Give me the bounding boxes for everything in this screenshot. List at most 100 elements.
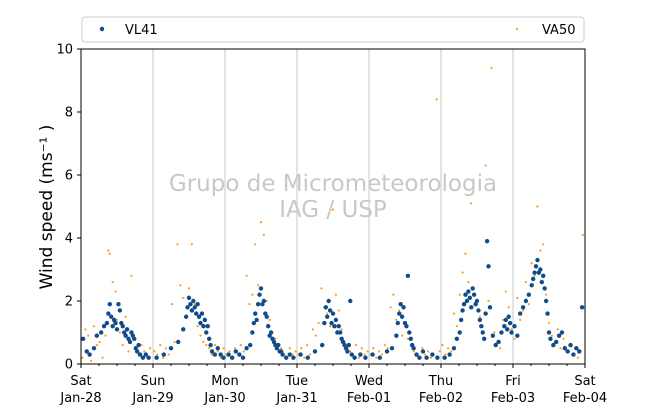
y-axis-ticks: 0 2 4 6 8 10 bbox=[56, 43, 81, 373]
vl41-point bbox=[526, 292, 532, 297]
va50-point bbox=[81, 356, 84, 359]
vl41-point bbox=[198, 320, 203, 326]
va50-point bbox=[208, 347, 211, 350]
vl41-point bbox=[168, 346, 174, 351]
vl41-point bbox=[523, 298, 529, 304]
vl41-point bbox=[420, 349, 426, 354]
watermark-line-1: Grupo de Micrometeorologia bbox=[169, 171, 497, 197]
va50-point bbox=[337, 309, 340, 312]
va50-point bbox=[182, 296, 185, 299]
va50-point bbox=[527, 303, 530, 306]
va50-point bbox=[547, 321, 551, 325]
va50-point bbox=[441, 344, 444, 347]
va50-point bbox=[377, 350, 381, 353]
vl41-point bbox=[394, 333, 399, 338]
y-tick-label: 2 bbox=[65, 295, 73, 310]
vl41-point bbox=[127, 339, 133, 345]
vl41-point bbox=[330, 311, 336, 316]
vl41-point bbox=[161, 352, 166, 357]
vl41-point bbox=[132, 336, 137, 341]
va50-point bbox=[559, 347, 562, 350]
vl41-point bbox=[352, 355, 357, 360]
vl41-point bbox=[370, 352, 375, 357]
va50-point bbox=[265, 299, 268, 303]
vl41-point bbox=[109, 314, 114, 319]
va50-point bbox=[156, 353, 159, 356]
vl41-point bbox=[254, 317, 259, 323]
va50-point bbox=[398, 309, 401, 312]
vl41-point bbox=[471, 292, 477, 297]
vl41-point bbox=[101, 324, 107, 329]
x-tick-label-day: Wed bbox=[355, 374, 383, 389]
vl41-point bbox=[509, 330, 514, 335]
vl41-point bbox=[176, 339, 181, 345]
x-tick-label-date: Jan-29 bbox=[131, 391, 173, 406]
y-tick-label: 4 bbox=[65, 232, 73, 247]
va50-point bbox=[140, 344, 143, 347]
va50-point bbox=[101, 356, 104, 359]
va50-point bbox=[127, 350, 130, 353]
vl41-point bbox=[195, 301, 200, 307]
va50-point bbox=[124, 315, 127, 318]
vl41-point bbox=[186, 295, 192, 301]
x-tick-label-day: Fri bbox=[505, 374, 521, 389]
vl41-point bbox=[574, 346, 579, 351]
x-axis-ticks: Sat Jan-28 Sun Jan-29 Mon Jan-30 Tue Jan-31 Wed F… bbox=[59, 364, 607, 406]
watermark-line-2: IAG / USP bbox=[279, 197, 387, 223]
va50-point bbox=[149, 347, 152, 350]
va50-point bbox=[176, 243, 179, 246]
va50-point bbox=[444, 353, 447, 356]
vl41-point bbox=[117, 308, 123, 313]
vl41-point bbox=[80, 336, 86, 341]
va50-point bbox=[331, 208, 335, 211]
va50-point bbox=[251, 293, 254, 296]
va50-point bbox=[115, 318, 119, 321]
vl41-point bbox=[192, 305, 197, 310]
vl41-point bbox=[98, 330, 104, 335]
va50-point bbox=[248, 303, 251, 306]
va50-point bbox=[449, 350, 453, 353]
vl41-point bbox=[110, 324, 115, 329]
y-tick-label: 8 bbox=[65, 106, 73, 121]
va50-point bbox=[202, 340, 205, 344]
va50-point bbox=[257, 284, 260, 287]
vl41-point bbox=[408, 336, 413, 341]
vl41-point bbox=[336, 324, 341, 329]
vl41-point bbox=[358, 352, 363, 357]
vl41-point bbox=[466, 289, 471, 294]
vl41-point bbox=[305, 355, 310, 360]
va50-point bbox=[467, 281, 470, 284]
x-tick-label-date: Jan-31 bbox=[275, 391, 317, 406]
vl41-point bbox=[417, 355, 422, 360]
vl41-point bbox=[333, 317, 339, 323]
vl41-point bbox=[199, 311, 205, 316]
vl41-point bbox=[530, 276, 536, 282]
va50-point bbox=[421, 347, 424, 350]
vl41-point bbox=[154, 355, 159, 360]
va50-point bbox=[205, 344, 208, 347]
vl41-point bbox=[338, 330, 343, 335]
va50-point bbox=[288, 347, 291, 350]
va50-point bbox=[354, 344, 358, 347]
va50-point bbox=[320, 287, 323, 290]
va50-point bbox=[545, 293, 548, 296]
va50-point bbox=[455, 325, 458, 328]
vl41-point bbox=[389, 346, 395, 351]
vl41-point bbox=[395, 320, 400, 326]
vl41-point bbox=[320, 342, 325, 348]
va50-point bbox=[507, 306, 510, 309]
vl41-point bbox=[250, 330, 255, 335]
x-tick-label-day: Tue bbox=[285, 374, 308, 389]
vl41-point bbox=[106, 311, 111, 316]
va50-point bbox=[363, 353, 366, 356]
va50-point bbox=[372, 347, 375, 350]
vl41-point bbox=[399, 314, 405, 319]
vl41-point bbox=[411, 346, 416, 351]
vl41-point bbox=[185, 305, 190, 310]
va50-point bbox=[383, 344, 386, 347]
vl41-point bbox=[123, 333, 128, 338]
va50-point bbox=[114, 290, 117, 293]
vl41-point bbox=[568, 342, 573, 348]
vl41-point bbox=[467, 295, 472, 301]
